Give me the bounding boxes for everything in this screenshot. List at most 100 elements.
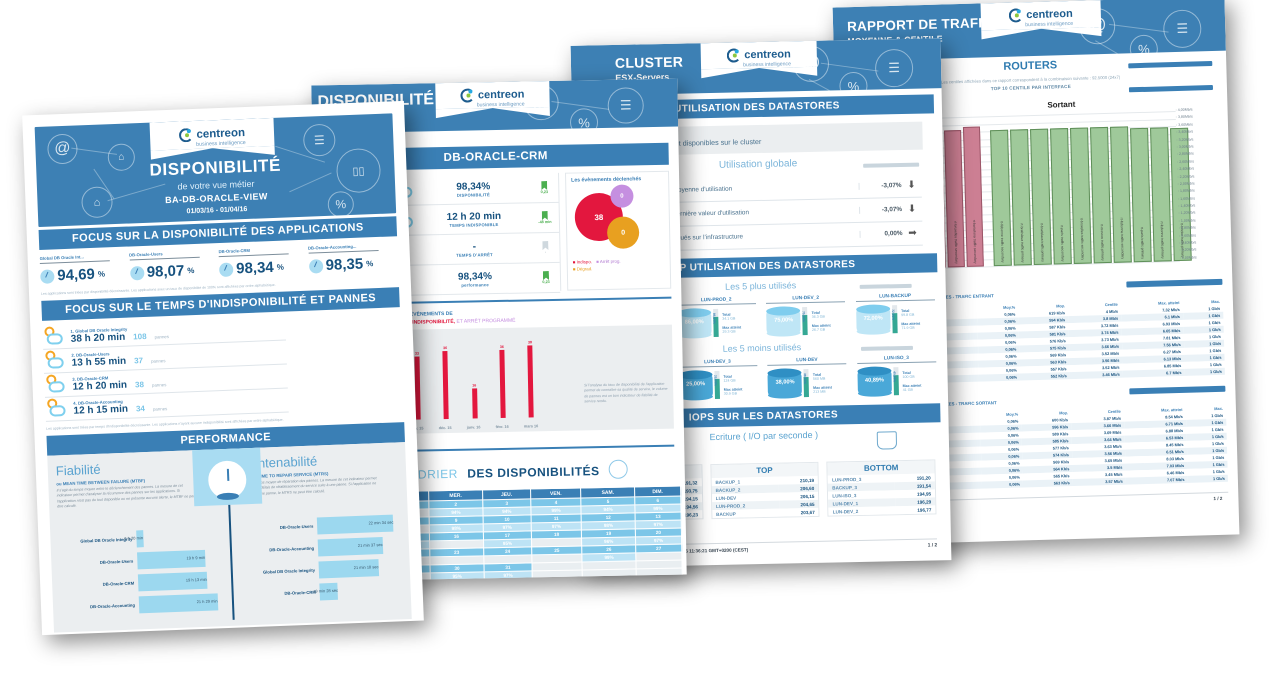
table-cell: 3.46 Mb/s — [1102, 371, 1120, 378]
iops-table[interactable]: BOTTOM LUN-PROD_3 191,20 BACKUP_3 191,54 LUN-… — [826, 459, 937, 517]
perf-bar-label: DB-Oracle-Users — [279, 523, 314, 531]
brand-logo: centreon business intelligence — [435, 80, 550, 110]
downtime-unit: pannes — [152, 405, 168, 412]
datastore-name: LUN-BACKUP — [855, 293, 935, 303]
kpi-card[interactable]: DB-Oracle-CRM 98,34% — [218, 246, 309, 278]
evolution-bar[interactable] — [471, 388, 478, 419]
global-usage-delta: 0,00% — [859, 230, 903, 238]
kpi-card[interactable]: DB-Oracle-Accounting... 98,35% — [307, 242, 399, 274]
evolution-bar-wrap: 36 — [442, 339, 450, 420]
evolution-bar[interactable] — [442, 350, 450, 420]
chart-bar-wrap: rt-lisbonne traffic secondary — [990, 129, 1012, 267]
perf-bar-label: DB-Oracle-Accounting — [89, 602, 136, 609]
kpi-gauge-icon — [129, 265, 145, 281]
datastore-stats: Total 34.1 GB Max atteint 29.3 GB — [720, 312, 756, 334]
datastore-card[interactable]: LUN-DEV_2 75,00% 75,00% Total 36.3 GB Max att… — [766, 295, 846, 337]
table-cell: 563 Kb/s — [1053, 480, 1070, 486]
doc3-page: 1 / 2 — [927, 543, 938, 549]
iops-table[interactable]: TOP BACKUP_1 210,19 BACKUP_2 206,60 LUN-DEV 20… — [710, 461, 820, 520]
brand-name: centreon — [1026, 7, 1073, 22]
table-cell: 3.57 Mb/s — [1105, 478, 1123, 485]
iops-row[interactable]: LUN-DEV_2 196,77 — [828, 505, 936, 516]
weather-icon-wrap — [42, 326, 65, 348]
decorative-line — [820, 62, 879, 72]
brand-name: centreon — [477, 88, 525, 102]
server-icon: ☰ — [607, 87, 645, 124]
brand-logo: centreon business intelligence — [700, 40, 818, 70]
calendar-day-value[interactable]: 95% — [430, 571, 485, 581]
kpi-card[interactable]: Global DB Oracle Int... 94,69% — [39, 253, 131, 285]
calendar-day-value[interactable]: 97% — [483, 570, 533, 580]
datastore-name: LUN-DEV_2 — [766, 295, 846, 304]
evolution-bar[interactable] — [499, 349, 506, 418]
legend-arret: ■ Arrêt prog. — [596, 258, 621, 265]
calendar-day-value[interactable] — [582, 568, 637, 578]
weather-icon-wrap — [45, 398, 68, 420]
doc2-bubble-panel: Les évènements déclenchés 38 0 0 ■ Indis… — [564, 170, 672, 291]
perf-bar-row: Global DB Oracle Integrity 6 h 20 min — [58, 526, 219, 551]
doc1-header: @ ⌂ ⌂ ☰ ▯▯ % — [34, 113, 397, 227]
kpi-label: DB-Oracle-CRM — [218, 246, 289, 258]
table-in-title-rule — [1126, 278, 1223, 288]
datastore-card[interactable]: LUN-PROD_2 86,00% 86,00% Total 34.1 GB Max at… — [676, 297, 757, 339]
kpi-label: DB-Oracle-Users — [128, 249, 200, 261]
perf-bar-label: DB-Oracle-Users — [99, 558, 134, 565]
trend-icon — [541, 181, 547, 190]
bubble-degrad: 0 — [606, 216, 640, 249]
datastore-card[interactable]: LUN-DEV_3 25,00% 25,00% Total 124 GB Max atte… — [678, 359, 758, 401]
chart-bar-wrap: rt-paris traffic primary — [1130, 127, 1152, 263]
disk-write-icon-right — [876, 431, 898, 450]
reliability-bars: Global DB Oracle Integrity 6 h 20 min DB-O… — [58, 526, 222, 617]
evolution-bar-value: 16 — [472, 383, 477, 388]
datastore-gauge: 75,00% — [802, 307, 809, 336]
metric-row[interactable]: ✂-TEMPS D'ARRÊT- — [387, 232, 560, 267]
table-out-title-rule — [1129, 385, 1226, 395]
datastore-cylinder-icon: 72,00% — [855, 304, 891, 336]
kpi-card[interactable]: DB-Oracle-Users 98,07% — [128, 249, 220, 281]
kpi-gauge-icon — [308, 258, 323, 274]
downtime-unit: pannes — [151, 381, 167, 388]
evolution-note: Si l'analyse du taux de disponibilité de… — [584, 382, 668, 404]
evolution-bar[interactable] — [527, 345, 534, 418]
calendar-day-value[interactable] — [636, 568, 683, 577]
kpi-unit: % — [365, 259, 374, 269]
datastore-card[interactable]: LUN-DEV 38,00% 38,00% Total 560 MB Max attein… — [767, 357, 848, 399]
section-top-utilisation-label: TOP UTILISATION DES DATASTORES — [664, 259, 856, 275]
kpi-unit: % — [276, 262, 285, 272]
downtime-info: 2. DB-Oracle-Users 13 h 55 min 37 pannes — [71, 344, 287, 368]
iops-value: 196,77 — [917, 506, 932, 513]
percent-icon: % — [569, 108, 599, 134]
calendar-day-value[interactable] — [532, 569, 583, 579]
kpi-unit: % — [187, 266, 195, 276]
datastore-body: 72,00% 72,00% Total 99.8 GB Max atteint 71.9 … — [855, 303, 935, 336]
global-right-rule — [863, 162, 920, 168]
centreon-mark-icon — [726, 47, 741, 63]
doc4-title: RAPPORT DE TRAFIC — [846, 15, 993, 35]
downtime-count: 34 — [135, 403, 146, 413]
metric-label: performance — [461, 281, 489, 288]
downtime-info: 4. DB-Oracle-Accounting 12 h 15 min 34 pann… — [73, 392, 289, 416]
datastore-card[interactable]: LUN-ISO_3 40,89% 40,89% Total 100 GB Max atte… — [857, 355, 937, 397]
evolution-category: déc. 15 — [438, 425, 452, 431]
metric-row[interactable]: 98,34% DISPONIBILITÉ 0,23 — [386, 172, 559, 207]
chart-bar-wrap: rt-bratislava traffic primary — [1030, 128, 1052, 266]
metric-row[interactable]: 12 h 20 min TEMPS INDISPONIBLE -48 min — [386, 202, 560, 237]
legend-indispo: ■ Indispo. — [572, 259, 593, 265]
bubble-chart: 38 0 0 — [566, 182, 669, 258]
iops-value: 203,67 — [800, 509, 815, 515]
datastore-card[interactable]: LUN-BACKUP 72,00% 72,00% Total 99.8 GB Max at… — [855, 293, 936, 336]
centreon-mark-icon — [178, 127, 194, 143]
perf-bar-row: DB-Oracle-Accounting 21 min 37 sec — [240, 535, 401, 560]
document-disponibilite-vue-metier[interactable]: @ ⌂ ⌂ ☰ ▯▯ % — [22, 100, 424, 636]
iops-row[interactable]: BACKUP 203,67 — [711, 507, 819, 519]
perf-bar-track: 21 h 29 min — [138, 592, 222, 613]
chart-bar-wrap: rt-bratislava traffic primary — [1010, 128, 1032, 266]
downtime-time: 12 h 15 min — [73, 403, 129, 417]
metric-text: 98,34% performance — [418, 270, 532, 288]
metric-text: 98,34% DISPONIBILITÉ — [416, 180, 530, 198]
datastore-gauge: 40,89% — [892, 367, 899, 396]
downtime-time: 12 h 20 min — [72, 379, 128, 393]
perf-bar-track: 21 min 37 sec — [317, 536, 401, 557]
iops-name: LUN-DEV_2 — [832, 508, 859, 515]
